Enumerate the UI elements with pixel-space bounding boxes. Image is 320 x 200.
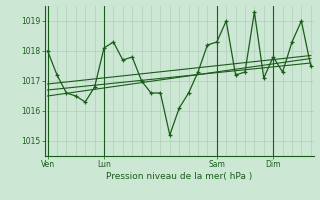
X-axis label: Pression niveau de la mer( hPa ): Pression niveau de la mer( hPa ): [106, 172, 252, 181]
